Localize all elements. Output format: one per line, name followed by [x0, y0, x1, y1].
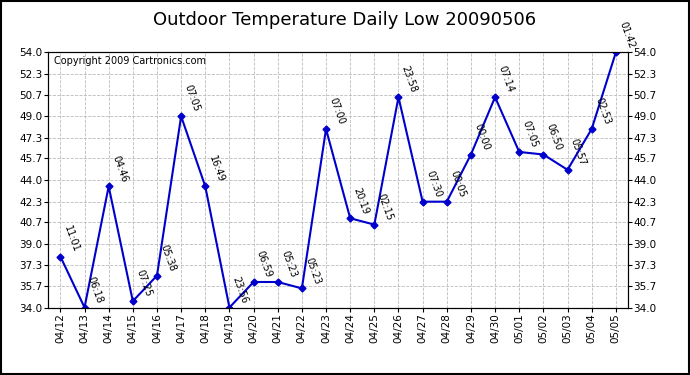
Text: 16:49: 16:49 — [207, 154, 226, 184]
Text: 05:57: 05:57 — [569, 137, 588, 167]
Text: 07:14: 07:14 — [497, 65, 515, 94]
Text: 01:42: 01:42 — [618, 20, 636, 50]
Text: 07:25: 07:25 — [135, 268, 153, 298]
Text: 00:00: 00:00 — [473, 122, 491, 152]
Text: 04:46: 04:46 — [110, 154, 129, 184]
Text: 07:05: 07:05 — [521, 120, 540, 149]
Text: 05:38: 05:38 — [159, 243, 177, 273]
Text: 06:50: 06:50 — [545, 122, 564, 152]
Text: 23:56: 23:56 — [231, 275, 250, 305]
Text: Copyright 2009 Cartronics.com: Copyright 2009 Cartronics.com — [54, 56, 206, 66]
Text: 05:23: 05:23 — [304, 256, 322, 286]
Text: 02:15: 02:15 — [376, 192, 395, 222]
Text: 00:05: 00:05 — [448, 169, 467, 199]
Text: 07:00: 07:00 — [328, 97, 346, 126]
Text: 07:30: 07:30 — [424, 169, 443, 199]
Text: 20:19: 20:19 — [352, 186, 371, 216]
Text: 05:23: 05:23 — [279, 249, 298, 279]
Text: 06:59: 06:59 — [255, 250, 274, 279]
Text: 02:53: 02:53 — [593, 96, 612, 126]
Text: Outdoor Temperature Daily Low 20090506: Outdoor Temperature Daily Low 20090506 — [153, 11, 537, 29]
Text: 07:05: 07:05 — [183, 84, 201, 114]
Text: 11:01: 11:01 — [62, 224, 81, 254]
Text: 06:18: 06:18 — [86, 275, 105, 305]
Text: 23:58: 23:58 — [400, 64, 419, 94]
